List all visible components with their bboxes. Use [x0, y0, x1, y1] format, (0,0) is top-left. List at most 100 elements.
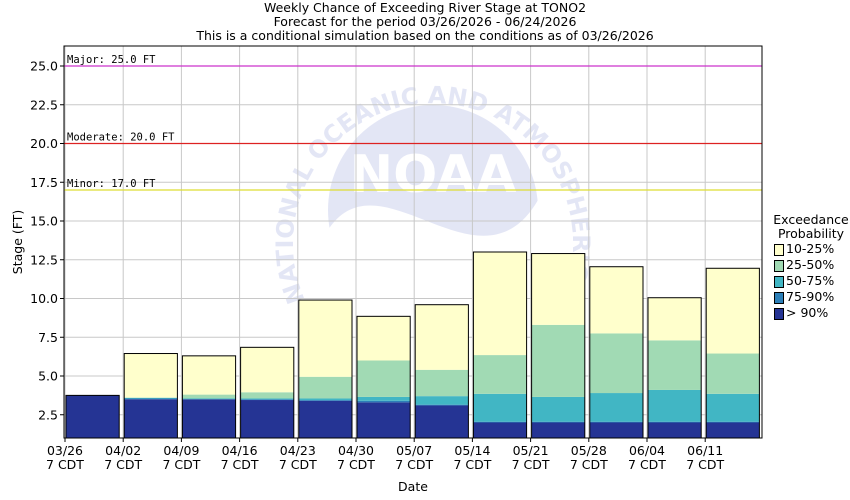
threshold-label: Minor: 17.0 FT	[67, 178, 156, 190]
legend-label: 25-50%	[786, 257, 835, 272]
x-tick-date: 04/09	[163, 443, 199, 458]
x-tick-time: 7 CDT	[104, 457, 142, 472]
x-tick-date: 05/14	[454, 443, 490, 458]
bar-segment	[182, 394, 236, 399]
x-axis-title: Date	[398, 479, 428, 494]
x-tick-date: 06/11	[687, 443, 723, 458]
chart-title-block: Weekly Chance of Exceeding River Stage a…	[0, 1, 850, 43]
y-tick-label: 15.0	[30, 214, 58, 229]
bar-segment	[648, 422, 702, 438]
x-tick-date: 05/21	[513, 443, 549, 458]
bar-segment	[706, 353, 760, 394]
x-tick-time: 7 CDT	[221, 457, 259, 472]
x-tick-time: 7 CDT	[570, 457, 608, 472]
bar-segment	[415, 396, 469, 405]
chart-title: Weekly Chance of Exceeding River Stage a…	[263, 0, 587, 15]
bar-segment	[531, 421, 585, 423]
bar-segment	[124, 353, 178, 398]
bar-segment	[124, 398, 178, 400]
bar-segment	[473, 393, 527, 422]
watermark-logo-text: NOAA	[350, 145, 517, 205]
bar-segment	[240, 398, 294, 400]
legend-swatch	[774, 308, 784, 320]
bar-segment	[648, 389, 702, 422]
x-tick-date: 03/26	[47, 443, 83, 458]
x-tick-time: 7 CDT	[279, 457, 317, 472]
y-axis-title: Stage (FT)	[10, 210, 25, 274]
x-tick-time: 7 CDT	[46, 457, 84, 472]
bar-segment	[648, 421, 702, 423]
chart-legend: Exceedance Probability 10-25% 25-50% 50-75…	[770, 213, 850, 321]
y-tick-label: 25.0	[30, 59, 58, 74]
bar-segment	[298, 400, 352, 438]
chart-subtitle-period: Forecast for the period 03/26/2026 - 06/…	[273, 14, 577, 29]
legend-items: 10-25% 25-50% 50-75% 75-90% > 90%	[770, 241, 850, 321]
bar-segment	[706, 393, 760, 422]
legend-label: 75-90%	[786, 289, 835, 304]
plot-frame	[63, 45, 763, 439]
x-tick-date: 04/23	[280, 443, 316, 458]
x-tick-date: 05/07	[396, 443, 432, 458]
bar-segment	[531, 422, 585, 438]
plot-area	[64, 46, 762, 438]
bar-segment	[240, 399, 294, 401]
bar-segment	[531, 396, 585, 422]
threshold-label: Moderate: 20.0 FT	[67, 132, 175, 144]
y-tick-label: 2.5	[38, 407, 58, 422]
y-tick-label: 20.0	[30, 136, 58, 151]
bar-segment	[415, 405, 469, 438]
legend-title-line1: Exceedance	[773, 212, 849, 227]
bar-segment	[706, 268, 760, 354]
bar-segment	[589, 421, 643, 423]
x-tick-date: 06/04	[629, 443, 665, 458]
x-tick-date: 05/28	[571, 443, 607, 458]
x-tick-time: 7 CDT	[686, 457, 724, 472]
bar-segment	[182, 355, 236, 395]
legend-swatch	[774, 260, 784, 272]
bar-segment	[298, 398, 352, 401]
x-tick-time: 7 CDT	[337, 457, 375, 472]
legend-swatch	[774, 244, 784, 256]
legend-title-line2: Probability	[777, 226, 845, 241]
bar-segment	[589, 266, 643, 334]
x-tick-time: 7 CDT	[628, 457, 666, 472]
bar-segment	[589, 422, 643, 438]
x-tick-time: 7 CDT	[162, 457, 200, 472]
bar-segment	[124, 397, 178, 399]
bar-segment	[531, 253, 585, 325]
bar-segment	[124, 399, 178, 438]
legend-item: 50-75%	[770, 273, 850, 289]
threshold-label: Major: 25.0 FT	[67, 54, 156, 66]
legend-item: > 90%	[770, 305, 850, 321]
legend-label: 10-25%	[786, 241, 835, 256]
x-tick-time: 7 CDT	[395, 457, 433, 472]
bar-segment	[706, 422, 760, 438]
bar-segment	[706, 421, 760, 423]
bar-segment	[298, 376, 352, 399]
y-tick-label: 17.5	[30, 175, 58, 190]
bar-segment	[357, 360, 411, 397]
bar-segment	[240, 347, 294, 393]
bar-segment	[473, 421, 527, 423]
bar-segment	[357, 396, 411, 401]
y-tick-label: 12.5	[30, 252, 58, 267]
bar-segment	[298, 400, 352, 401]
y-tick-label: 7.5	[38, 330, 58, 345]
x-tick-date: 04/02	[105, 443, 141, 458]
bar-segment	[415, 304, 469, 370]
bar-segment	[66, 395, 120, 438]
legend-label: 50-75%	[786, 273, 835, 288]
y-tick-label: 22.5	[30, 97, 58, 112]
legend-item: 75-90%	[770, 289, 850, 305]
y-tick-label: 10.0	[30, 291, 58, 306]
bar-segment	[531, 324, 585, 397]
bar-segment	[648, 297, 702, 341]
legend-item: 25-50%	[770, 257, 850, 273]
legend-item: 10-25%	[770, 241, 850, 257]
x-tick-time: 7 CDT	[453, 457, 491, 472]
x-tick-date: 04/30	[338, 443, 374, 458]
bar-segment	[357, 316, 411, 361]
x-tick-date: 04/16	[222, 443, 258, 458]
bar-segment	[589, 393, 643, 422]
legend-label: > 90%	[786, 305, 829, 320]
